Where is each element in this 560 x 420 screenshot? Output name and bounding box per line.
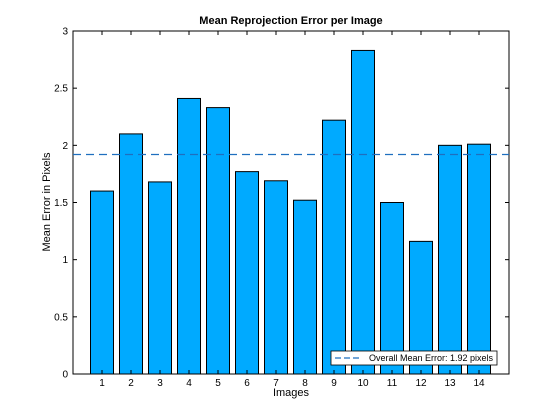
x-tick-label: 6 <box>244 378 250 389</box>
x-tick-label: 7 <box>273 378 279 389</box>
bar-1 <box>90 190 114 375</box>
x-tick-label: 1 <box>99 378 105 389</box>
x-axis-ticks: 1 2 3 4 5 6 7 8 9 10 11 12 13 14 <box>99 31 485 389</box>
legend-label: Overall Mean Error: 1.92 pixels <box>369 353 494 363</box>
bar-5 <box>206 107 230 375</box>
legend: Overall Mean Error: 1.92 pixels <box>330 350 498 366</box>
bar-9 <box>322 119 346 375</box>
bar-6 <box>235 171 259 375</box>
x-tick-label: 2 <box>128 378 134 389</box>
y-tick-label: 0.5 <box>54 312 68 323</box>
x-tick-label: 11 <box>387 378 398 389</box>
x-tick-label: 13 <box>444 378 456 389</box>
x-tick-label: 12 <box>415 378 427 389</box>
y-tick-label: 3 <box>62 27 68 38</box>
x-tick-label: 5 <box>215 378 221 389</box>
y-axis-ticks: 0 0.5 1 1.5 2 2.5 3 <box>54 27 509 381</box>
x-tick-label: 4 <box>186 378 192 389</box>
bar-13 <box>438 144 462 375</box>
bar-10 <box>351 49 375 375</box>
bar-4 <box>177 97 201 375</box>
x-tick-label: 14 <box>473 378 485 389</box>
bar-8 <box>293 199 317 375</box>
bar-2 <box>119 133 143 375</box>
y-tick-label: 0 <box>62 370 68 381</box>
x-axis-label: Images <box>273 387 310 399</box>
bar-11 <box>380 202 404 375</box>
x-tick-label: 8 <box>302 378 308 389</box>
chart-title: Mean Reprojection Error per Image <box>199 15 382 27</box>
x-tick-label: 3 <box>157 378 163 389</box>
plot-area <box>72 30 510 375</box>
x-tick-label: 9 <box>331 378 337 389</box>
bar-3 <box>148 181 172 375</box>
y-tick-label: 1.5 <box>54 198 68 209</box>
bar-14 <box>467 143 491 375</box>
bars-group <box>90 49 491 375</box>
y-tick-label: 1 <box>62 255 68 266</box>
bar-7 <box>264 180 288 375</box>
y-tick-label: 2 <box>62 141 68 152</box>
y-tick-label: 2.5 <box>54 84 68 95</box>
x-tick-label: 10 <box>357 378 369 389</box>
legend-box <box>330 350 498 366</box>
y-axis-label: Mean Error in Pixels <box>41 152 53 252</box>
